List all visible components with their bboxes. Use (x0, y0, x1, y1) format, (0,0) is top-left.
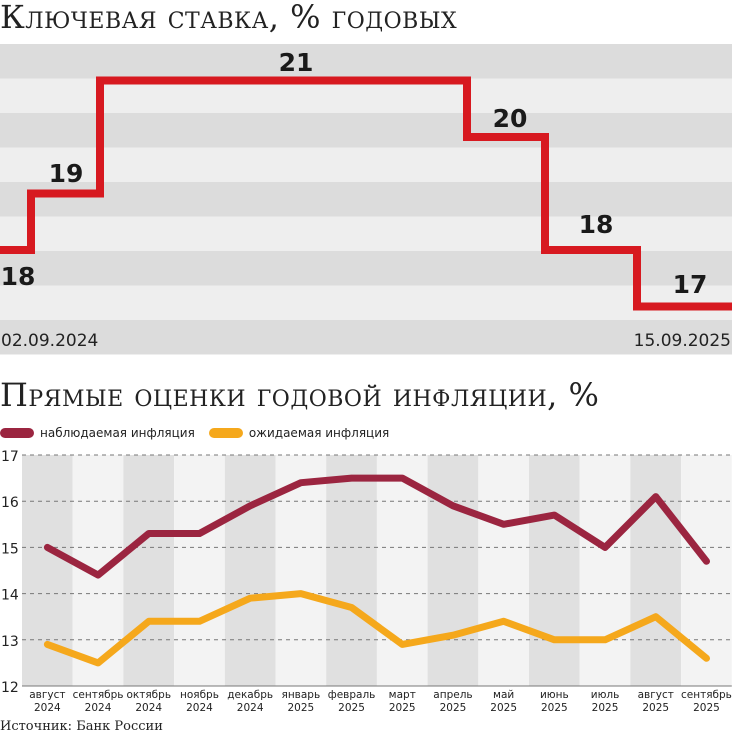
start-date-label: 02.09.2024 (1, 331, 98, 351)
band (0, 147, 732, 182)
band (0, 182, 732, 217)
x-tick-month-label: апрель (433, 689, 472, 701)
source-note: Источник: Банк России (0, 719, 163, 734)
band (0, 216, 732, 251)
key-rate-chart: 18 19 21 20 18 17 02.09.2024 15.09.2025 (0, 44, 732, 355)
column-band (174, 455, 225, 686)
legend-item-expected: ожидаемая инфляция (208, 426, 390, 440)
legend-swatch-observed (0, 428, 34, 438)
band (0, 285, 732, 320)
x-tick-month-label: февраль (328, 689, 376, 701)
rate-value-label: 19 (49, 159, 84, 188)
column-band (427, 455, 479, 686)
column-band (681, 455, 732, 686)
x-tick-year-label: 2024 (237, 702, 264, 714)
band (0, 251, 732, 286)
column-band (630, 455, 682, 686)
band (0, 320, 732, 355)
x-tick-month-label: июль (591, 689, 620, 701)
key-rate-chart-title: Ключевая ставка, % годовых (0, 0, 458, 36)
x-tick-year-label: 2025 (338, 702, 365, 714)
x-tick-month-label: август (29, 689, 65, 701)
x-tick-month-label: июнь (540, 689, 569, 701)
legend-label-expected: ожидаемая инфляция (248, 426, 390, 440)
x-tick-year-label: 2025 (440, 702, 467, 714)
key-rate-line (0, 76, 732, 311)
x-tick-month-label: март (389, 689, 416, 701)
x-tick-month-label: январь (282, 689, 321, 701)
x-tick-month-label: октябрь (126, 689, 171, 701)
x-tick-year-label: 2024 (85, 702, 112, 714)
inflation-chart-title: Прямые оценки годовой инфляции, % (0, 376, 600, 414)
x-tick-year-label: 2024 (135, 702, 162, 714)
x-tick-year-label: 2025 (541, 702, 568, 714)
x-tick-year-label: 2025 (490, 702, 517, 714)
observed-inflation-line (43, 474, 710, 579)
rate-value-label: 21 (279, 48, 314, 77)
y-tick-label: 16 (1, 495, 19, 511)
x-tick-year-label: 2024 (34, 702, 61, 714)
column-band (224, 455, 276, 686)
legend-item-observed: наблюдаемая инфляция (0, 426, 195, 440)
rate-value-label: 18 (1, 262, 36, 291)
band (0, 113, 732, 148)
x-tick-month-label: сентябрь (73, 689, 124, 701)
rate-value-label: 20 (493, 104, 528, 133)
expected-inflation-line (43, 590, 710, 667)
column-band (123, 455, 175, 686)
legend-swatch-expected (208, 428, 243, 438)
band (0, 44, 732, 79)
column-band (579, 455, 631, 686)
column-band (529, 455, 580, 686)
x-tick-month-label: сентябрь (681, 689, 732, 701)
x-tick-month-label: май (493, 689, 514, 701)
y-tick-label: 12 (1, 680, 19, 696)
x-tick-year-label: 2025 (287, 702, 314, 714)
column-band (326, 455, 377, 686)
x-tick-year-label: 2024 (186, 702, 213, 714)
end-date-label: 15.09.2025 (634, 331, 731, 351)
column-band (478, 455, 529, 686)
x-tick-year-label: 2025 (642, 702, 669, 714)
y-tick-label: 17 (1, 449, 19, 465)
x-tick-month-label: ноябрь (180, 689, 219, 701)
x-tick-month-label: август (638, 689, 674, 701)
x-tick-month-label: декабрь (227, 689, 273, 701)
x-tick-year-label: 2025 (389, 702, 416, 714)
rate-value-label: 18 (579, 210, 614, 239)
rate-value-label: 17 (673, 270, 708, 299)
y-tick-label: 14 (1, 588, 19, 604)
inflation-legend: наблюдаемая инфляция ожидаемая инфляция (0, 426, 403, 440)
y-tick-label: 15 (1, 541, 19, 557)
x-tick-year-label: 2025 (693, 702, 720, 714)
y-tick-label: 13 (1, 634, 19, 650)
x-tick-year-label: 2025 (592, 702, 619, 714)
legend-label-observed: наблюдаемая инфляция (40, 426, 195, 440)
